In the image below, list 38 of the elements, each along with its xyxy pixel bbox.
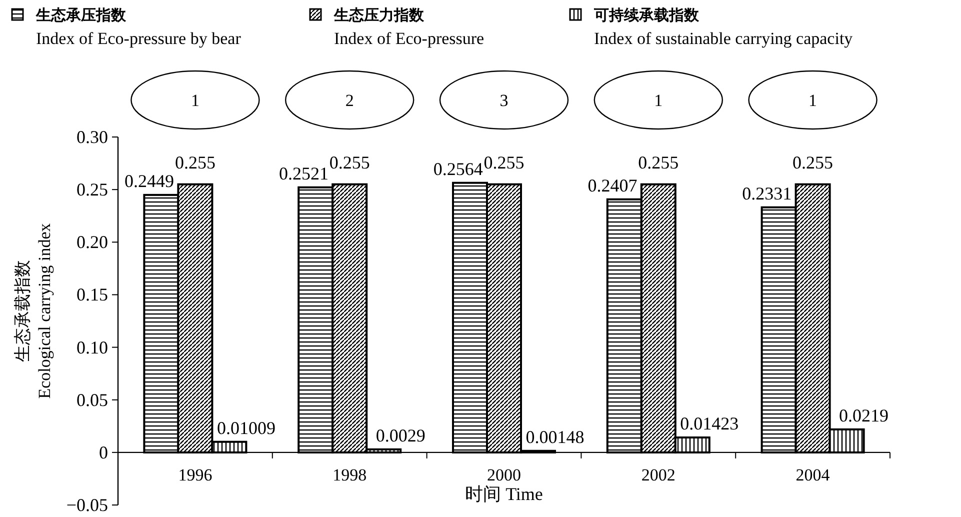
data-label: 0.255: [174, 152, 216, 172]
data-label: 0.2521: [278, 163, 328, 184]
legend-label: 生态压力指数 Index of Eco-pressure: [333, 6, 484, 48]
legend-label: 可持续承载指数 Index of sustainable carrying capacity: [593, 6, 854, 48]
data-label: 0.01423: [680, 413, 739, 434]
data-label: 0.2564: [433, 158, 483, 179]
y-tick-label: 0.15: [76, 284, 108, 305]
data-label: 0.2449: [124, 170, 174, 191]
text: 1: [808, 91, 818, 110]
y-tick-label: 0.10: [76, 337, 108, 358]
text: 3: [500, 91, 508, 110]
x-tick-label: 1996: [178, 465, 212, 484]
legend-label: 生态承压指数 Index of Eco-pressure by bear: [35, 6, 242, 48]
x-tick-label: 2002: [641, 465, 676, 484]
data-label: 0.01009: [216, 418, 276, 438]
data-label: 0.255: [484, 152, 524, 172]
x-tick-label: 1998: [332, 465, 367, 484]
data-label: 0.00148: [526, 426, 584, 447]
data-label: 0.2407: [588, 175, 638, 196]
data-label: 0.0219: [839, 405, 889, 426]
data-label: 0.255: [638, 152, 679, 172]
y-axis-title: 生态承载指数 Ecological carrying index: [13, 222, 54, 399]
text: 1: [654, 91, 663, 110]
data-label: 0.255: [329, 152, 370, 172]
y-tick-label: 0: [99, 442, 108, 462]
y-tick-label: −0.05: [66, 495, 108, 515]
x-tick-label: 2004: [796, 465, 830, 484]
text: 2: [345, 91, 354, 110]
data-label: 0.0029: [376, 425, 426, 446]
x-axis-title: 时间 Time: [465, 484, 543, 504]
y-tick-label: 0.05: [76, 390, 108, 410]
data-label: 0.2331: [742, 183, 792, 204]
y-tick-label: 0.30: [76, 127, 108, 147]
x-tick-label: 2000: [487, 465, 521, 484]
y-tick-label: 0.20: [76, 232, 108, 252]
text: 1: [190, 91, 200, 110]
data-label: 0.255: [792, 152, 834, 172]
y-tick-label: 0.25: [76, 180, 108, 200]
